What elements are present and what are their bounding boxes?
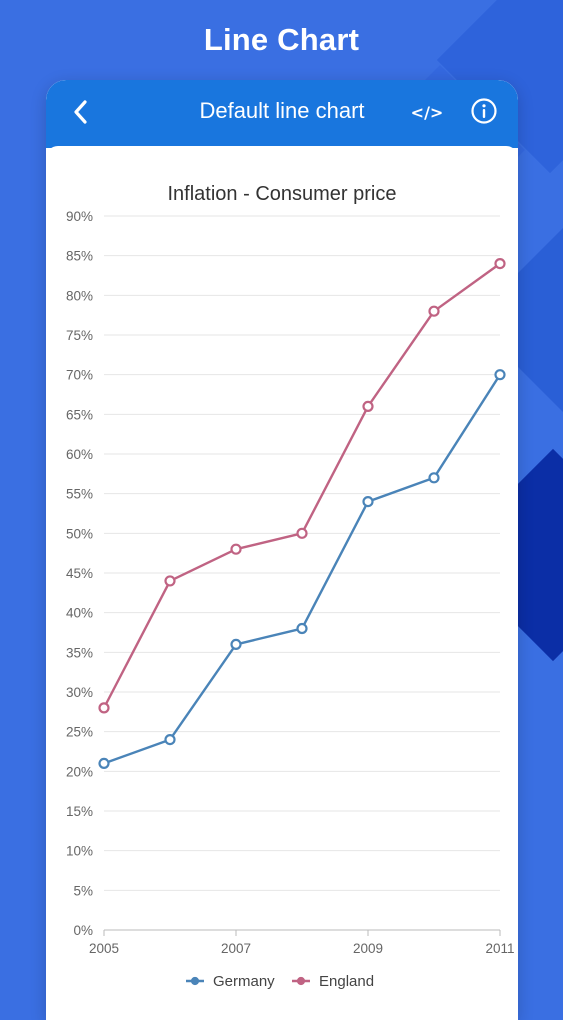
y-tick-label: 5%	[73, 883, 93, 898]
x-tick-label: 2009	[353, 941, 383, 956]
chevron-left-icon	[74, 100, 87, 124]
y-tick-label: 85%	[66, 249, 93, 264]
data-point-germany	[428, 472, 440, 484]
data-point-germany	[164, 733, 176, 746]
y-tick-label: 60%	[66, 447, 93, 462]
back-button[interactable]	[66, 97, 96, 127]
y-tick-label: 30%	[66, 685, 93, 700]
code-button[interactable]: </>	[410, 103, 444, 122]
y-tick-label: 25%	[66, 725, 93, 740]
y-tick-label: 0%	[73, 923, 93, 938]
y-tick-label: 35%	[66, 645, 93, 660]
data-point-england	[494, 257, 506, 270]
data-point-germany	[98, 757, 110, 770]
chart-card: Inflation - Consumer price 0% 5% 10% 15% 20%…	[46, 146, 518, 990]
info-icon	[471, 98, 497, 124]
y-tick-label: 80%	[66, 288, 93, 303]
data-point-germany	[296, 622, 308, 635]
y-tick-label: 40%	[66, 606, 93, 621]
legend-marker-england	[296, 976, 306, 986]
x-tick-label: 2011	[485, 941, 514, 956]
y-tick-label: 65%	[66, 407, 93, 422]
y-tick-label: 55%	[66, 487, 93, 502]
data-point-england	[428, 305, 440, 317]
series-line-england	[102, 262, 501, 709]
y-tick-label: 50%	[66, 526, 93, 541]
chart-title: Inflation - Consumer price	[168, 183, 397, 205]
y-tick-label: 20%	[66, 764, 93, 779]
data-point-england	[98, 702, 110, 714]
legend-marker-germany	[190, 976, 200, 986]
data-point-england	[164, 575, 176, 587]
y-tick-label: 15%	[66, 804, 93, 819]
phone-frame: Default line chart </> Inflation - Consu…	[46, 80, 518, 1020]
line-chart: Inflation - Consumer price 0% 5% 10% 15% 20%…	[66, 183, 515, 990]
data-point-england	[362, 400, 374, 412]
y-tick-label: 10%	[66, 844, 93, 859]
x-tick-label: 2005	[89, 941, 119, 956]
y-tick-label: 90%	[66, 209, 93, 224]
app-bar-title: Default line chart	[199, 98, 365, 123]
y-tick-label: 75%	[66, 328, 93, 343]
data-point-england	[230, 543, 242, 555]
legend-label-germany: Germany	[213, 973, 275, 990]
data-point-england	[296, 527, 308, 539]
legend-label-england: England	[319, 973, 374, 990]
info-button[interactable]	[470, 97, 498, 125]
data-point-germany	[230, 638, 242, 650]
data-point-germany	[362, 496, 374, 508]
series-line-germany	[103, 374, 502, 765]
data-point-germany	[494, 369, 506, 381]
y-tick-label: 45%	[66, 566, 93, 581]
page-title: Line Chart	[203, 22, 360, 57]
x-tick-label: 2007	[221, 941, 251, 956]
app-bar: Default line chart </>	[46, 80, 518, 148]
y-tick-label: 70%	[66, 368, 93, 383]
